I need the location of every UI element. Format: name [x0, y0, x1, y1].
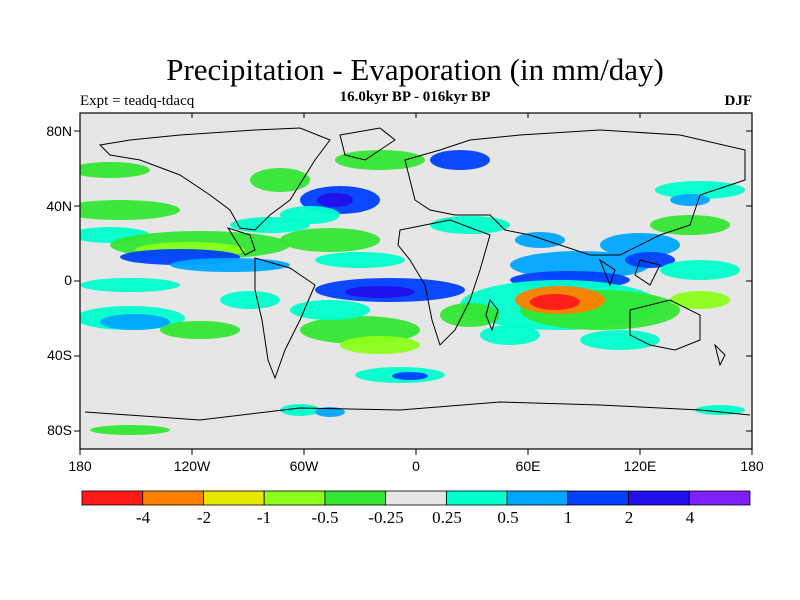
colorbar-label-2: -2: [196, 508, 212, 527]
pe-anomaly-region: [335, 150, 425, 170]
coastline: [485, 298, 499, 332]
pe-anomaly-region: [170, 258, 290, 272]
lon-tick-0: 0: [412, 458, 420, 474]
colorbar-swatch-4: [263, 490, 326, 506]
plot-title: Precipitation - Evaporation (in mm/day): [166, 52, 664, 87]
pe-anomaly-region: [530, 294, 580, 310]
colorbar-swatch-10: [628, 490, 690, 506]
pe-anomaly-region: [440, 303, 500, 327]
coastline: [397, 219, 491, 346]
lon-tick-180w: 180: [68, 458, 92, 474]
pe-anomaly-region: [515, 232, 565, 248]
pe-anomaly-region: [695, 405, 745, 415]
pe-anomaly-region: [670, 291, 730, 309]
pe-anomaly-region: [655, 181, 745, 199]
lat-tick-80n: 80N: [46, 123, 72, 139]
pe-anomaly-region: [480, 325, 540, 345]
pe-anomaly-region: [100, 314, 170, 330]
axis-ticks: [74, 113, 753, 455]
coastline: [84, 401, 751, 421]
colorbar: [81, 490, 751, 506]
plot-subtitle: 16.0kyr BP - 016kyr BP: [339, 89, 491, 105]
experiment-label: Expt = teadq-tdacq: [80, 93, 195, 109]
coastline: [98, 127, 331, 231]
pe-anomaly-region: [580, 330, 660, 350]
pe-anomaly-region: [315, 252, 405, 268]
pe-anomaly-region: [430, 150, 490, 170]
lat-tick-40n: 40N: [46, 198, 72, 214]
pe-anomaly-region: [280, 228, 380, 252]
colorbar-swatch-7: [445, 490, 508, 506]
pe-anomaly-region: [80, 200, 180, 220]
pe-anomaly-region: [290, 300, 370, 320]
pe-anomaly-region: [280, 404, 320, 416]
colorbar-swatch-5: [324, 490, 387, 506]
pe-anomaly-region: [250, 168, 310, 192]
coastline: [634, 259, 661, 286]
colorbar-label-1: -4: [135, 508, 151, 527]
pe-anomaly-region: [660, 260, 740, 280]
pe-anomaly-region: [160, 321, 240, 339]
coastline: [714, 343, 726, 367]
colorbar-label-9: 2: [624, 508, 634, 527]
pe-anomaly-region: [625, 252, 675, 268]
coastline: [404, 129, 746, 256]
coastline-layer: [84, 127, 751, 421]
coastline: [254, 257, 316, 380]
coastline: [629, 299, 701, 351]
pe-anomaly-region: [317, 193, 353, 207]
pe-anomaly-region: [345, 286, 415, 298]
lon-tick-60e: 60E: [515, 458, 541, 474]
colorbar-swatch-9: [567, 490, 629, 506]
colorbar-label-8: 1: [563, 508, 573, 527]
pe-anomaly-region: [80, 278, 180, 292]
colorbar-label-6: 0.25: [432, 508, 462, 527]
coastline: [598, 258, 616, 287]
pe-anomaly-region: [90, 425, 170, 435]
lon-tick-120w: 120W: [173, 458, 211, 474]
lat-tick-40s: 40S: [47, 347, 72, 363]
coastline: [226, 227, 256, 256]
colorbar-swatch-11: [688, 490, 751, 506]
lon-tick-180e: 180: [740, 458, 764, 474]
colorbar-label-5: -0.25: [368, 508, 404, 527]
colorbar-label-3: -1: [256, 508, 272, 527]
lat-tick-eq: 0: [64, 272, 72, 288]
pe-anomaly-region: [315, 407, 345, 417]
colorbar-label-7: 0.5: [497, 508, 519, 527]
lon-tick-60w: 60W: [289, 458, 319, 474]
colorbar-swatch-3: [203, 490, 265, 506]
season-label: DJF: [724, 93, 753, 109]
pe-anomaly-region: [430, 216, 510, 234]
pe-anomaly-region: [220, 291, 280, 309]
pe-anomaly-region: [80, 162, 150, 178]
lon-tick-120e: 120E: [623, 458, 657, 474]
colorbar-swatch-2: [142, 490, 204, 506]
pe-anomaly-region: [392, 372, 428, 380]
colorbar-swatch-8: [506, 490, 569, 506]
colorbar-swatch-6: [385, 490, 447, 506]
pe-anomaly-region: [670, 194, 710, 206]
colorbar-swatch-1: [81, 490, 144, 506]
pe-anomaly-region: [340, 336, 420, 354]
colorbar-label-10: 4: [685, 508, 695, 527]
lat-tick-80s: 80S: [47, 422, 72, 438]
coastline: [339, 127, 396, 161]
pe-field-layer: [80, 150, 745, 435]
pe-anomaly-region: [230, 217, 310, 233]
colorbar-label-4: -0.5: [311, 508, 339, 527]
